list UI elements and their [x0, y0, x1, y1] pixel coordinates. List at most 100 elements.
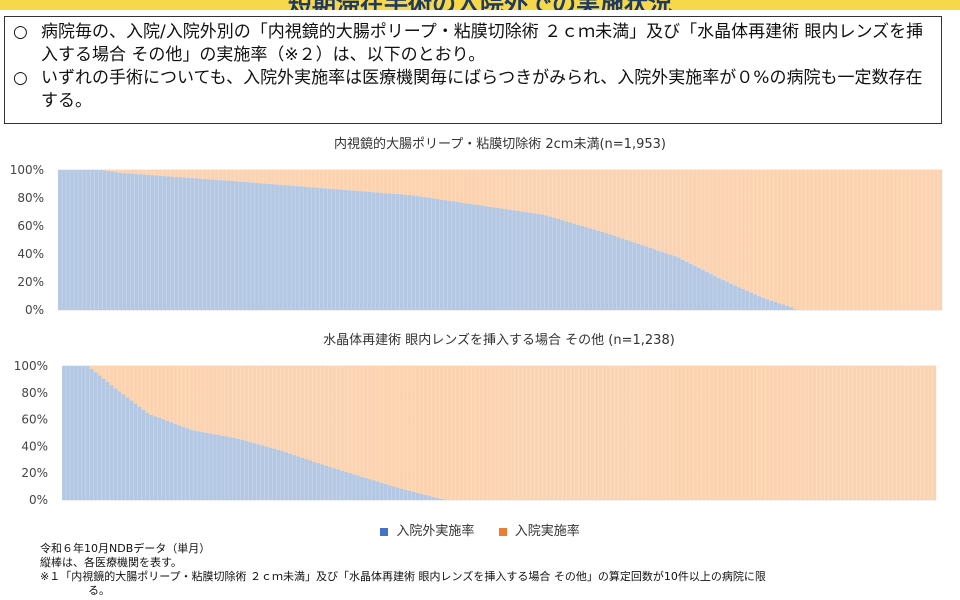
bar-inpatient	[256, 366, 261, 445]
bar-inpatient	[126, 170, 131, 174]
bar-inpatient	[262, 170, 268, 184]
bar-inpatient	[97, 366, 102, 376]
bar-inpatient	[89, 366, 94, 369]
bar-outpatient	[70, 170, 75, 310]
bar-outpatient	[93, 372, 98, 500]
bar-inpatient	[648, 170, 653, 249]
bar-inpatient	[841, 170, 846, 310]
bar-inpatient	[186, 170, 191, 178]
bar-outpatient	[161, 419, 166, 500]
bar-inpatient	[495, 170, 501, 208]
bar-inpatient	[817, 170, 822, 310]
bar-inpatient	[122, 170, 127, 174]
bar-inpatient	[210, 170, 215, 180]
bar-inpatient	[773, 366, 778, 500]
bar-outpatient	[628, 241, 633, 310]
bar-inpatient	[415, 366, 420, 493]
bar-inpatient	[479, 170, 485, 206]
bar-inpatient	[692, 170, 698, 266]
bar-outpatient	[238, 181, 244, 310]
y-tick-label: 20%	[21, 466, 48, 480]
bar-inpatient	[721, 170, 726, 281]
bar-inpatient	[544, 170, 549, 216]
bar-inpatient	[395, 366, 400, 488]
y-tick-label: 40%	[17, 247, 44, 261]
bar-inpatient	[218, 170, 223, 181]
bar-outpatient	[455, 202, 461, 310]
bar-inpatient	[865, 170, 870, 310]
bar-outpatient	[636, 243, 641, 310]
bar-outpatient	[102, 170, 107, 310]
bar-outpatient	[260, 445, 265, 500]
bar-inpatient	[904, 366, 909, 500]
bar-outpatient	[262, 183, 268, 310]
bar-inpatient	[344, 366, 349, 472]
y-tick-label: 100%	[14, 359, 48, 373]
bar-inpatient	[431, 170, 436, 199]
bar-outpatient	[145, 412, 150, 500]
bar-inpatient	[560, 170, 565, 221]
bar-inpatient	[359, 170, 364, 192]
bar-inpatient	[816, 366, 821, 500]
bar-inpatient	[352, 366, 357, 475]
bar-outpatient	[315, 187, 320, 310]
bar-outpatient	[347, 190, 352, 310]
bar-inpatient	[725, 366, 730, 500]
bar-inpatient	[856, 366, 861, 500]
bar-outpatient	[248, 442, 253, 500]
bar-inpatient	[528, 170, 533, 213]
bar-inpatient	[808, 366, 814, 500]
bar-outpatient	[218, 180, 223, 310]
bar-outpatient	[475, 205, 481, 310]
bar-inpatient	[296, 366, 301, 457]
bar-inpatient	[181, 366, 186, 427]
bar-inpatient	[447, 170, 452, 201]
bar-inpatient	[900, 366, 905, 500]
bar-outpatient	[576, 224, 581, 310]
bar-outpatient	[765, 299, 770, 310]
bar-inpatient	[443, 170, 448, 201]
bar-inpatient	[467, 170, 473, 204]
bar-inpatient	[331, 170, 336, 189]
bar-inpatient	[383, 170, 388, 194]
bar-outpatient	[415, 196, 420, 310]
bar-outpatient	[729, 283, 734, 310]
bar-outpatient	[246, 182, 252, 310]
bar-outpatient	[749, 292, 754, 310]
footnote-1: ※１「内視鏡的大腸ポリープ・粘膜切除術 ２ｃｍ未満」及び「水晶体再建術 眼内レン…	[40, 570, 766, 583]
bar-outpatient	[504, 209, 509, 310]
bar-inpatient	[638, 366, 643, 500]
bar-outpatient	[399, 194, 404, 310]
bar-inpatient	[407, 170, 412, 196]
bar-inpatient	[673, 366, 678, 500]
chart-title: 内視鏡的大腸ポリープ・粘膜切除術 2cm未満(n=1,953)	[334, 136, 666, 152]
bar-inpatient	[471, 170, 477, 205]
bar-outpatient	[359, 191, 364, 310]
bar-inpatient	[598, 366, 603, 500]
bar-outpatient	[352, 474, 357, 500]
bar-inpatient	[177, 366, 182, 426]
bar-inpatient	[796, 366, 802, 500]
bar-inpatient	[793, 170, 798, 310]
bar-outpatient	[351, 190, 356, 310]
chart-title: 水晶体再建術 眼内レンズを挿入する場合 その他 (n=1,238)	[323, 332, 675, 348]
bar-inpatient	[419, 366, 424, 494]
bar-inpatient	[169, 366, 174, 423]
bar-inpatient	[929, 170, 935, 310]
bar-inpatient	[212, 366, 218, 435]
bar-inpatient	[238, 170, 244, 182]
bar-inpatient	[150, 170, 155, 176]
bar-outpatient	[288, 453, 293, 500]
bar-inpatient	[101, 366, 106, 379]
bar-outpatient	[415, 492, 420, 500]
bar-inpatient	[423, 170, 428, 198]
bar-inpatient	[556, 170, 561, 219]
bar-outpatient	[439, 498, 444, 500]
bar-inpatient	[300, 366, 305, 458]
bar-inpatient	[375, 170, 380, 193]
bar-inpatient	[765, 170, 770, 300]
bar-inpatient	[347, 170, 352, 191]
bar-outpatient	[323, 188, 328, 310]
bar-inpatient	[832, 366, 837, 500]
bar-inpatient	[769, 170, 774, 301]
